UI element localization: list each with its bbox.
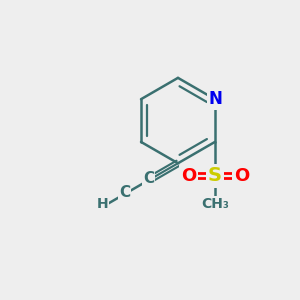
Text: H: H <box>97 197 109 211</box>
Text: S: S <box>208 166 222 185</box>
Text: C: C <box>119 185 130 200</box>
Text: CH₃: CH₃ <box>201 197 229 211</box>
Text: O: O <box>181 167 196 185</box>
Text: C: C <box>143 171 154 186</box>
Text: N: N <box>209 90 223 108</box>
Text: O: O <box>234 167 249 185</box>
